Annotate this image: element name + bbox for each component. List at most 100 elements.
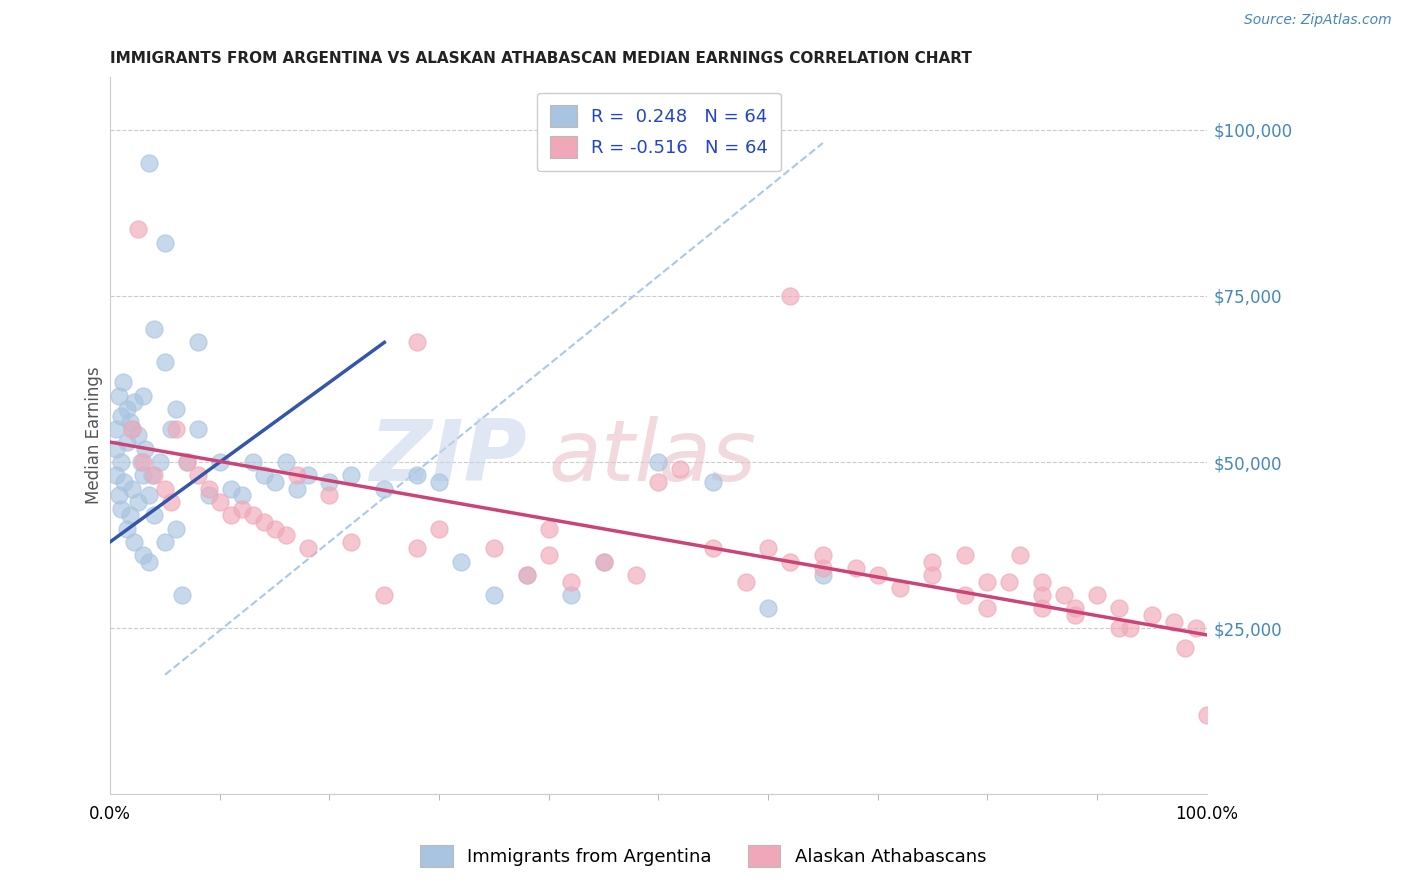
Point (274, 455, 297, 469)
Point (159, 495, 181, 509)
Point (1031, 601, 1053, 615)
Text: ZIP: ZIP (370, 416, 527, 499)
Point (219, 482, 242, 496)
Point (127, 222, 149, 236)
Point (153, 482, 176, 496)
Point (104, 468, 127, 483)
Point (318, 488, 340, 502)
Point (132, 388, 155, 402)
Point (274, 528, 297, 542)
Point (153, 235, 176, 250)
Point (138, 488, 160, 502)
Text: IMMIGRANTS FROM ARGENTINA VS ALASKAN ATHABASCAN MEDIAN EARNINGS CORRELATION CHAR: IMMIGRANTS FROM ARGENTINA VS ALASKAN ATH… (110, 51, 972, 66)
Point (811, 568, 834, 582)
Point (242, 508, 264, 523)
Point (124, 395, 146, 409)
Point (626, 568, 648, 582)
Point (976, 601, 998, 615)
Point (537, 548, 560, 562)
Point (340, 534, 363, 549)
Point (108, 388, 131, 402)
Point (231, 501, 253, 516)
Point (253, 468, 276, 483)
Point (187, 422, 209, 436)
Point (811, 548, 834, 562)
Point (187, 335, 209, 350)
Point (560, 574, 582, 589)
Point (198, 488, 221, 502)
Point (516, 568, 538, 582)
Point (482, 588, 505, 602)
Point (427, 475, 450, 489)
Point (208, 455, 231, 469)
Point (127, 428, 149, 442)
Point (231, 488, 253, 502)
Point (955, 548, 977, 562)
Point (285, 468, 308, 483)
Point (110, 501, 132, 516)
Point (537, 522, 560, 536)
Point (104, 422, 127, 436)
Point (1064, 601, 1087, 615)
Point (702, 475, 724, 489)
Point (1163, 615, 1185, 629)
Point (129, 455, 152, 469)
Point (1010, 548, 1032, 562)
Point (198, 482, 221, 496)
Point (127, 495, 149, 509)
Point (516, 568, 538, 582)
Point (779, 555, 801, 569)
Point (735, 574, 758, 589)
Point (110, 455, 132, 469)
Point (138, 555, 160, 569)
Point (406, 335, 429, 350)
Point (263, 475, 285, 489)
Point (1031, 588, 1053, 602)
Point (1174, 641, 1197, 656)
Point (115, 401, 138, 416)
Point (176, 455, 198, 469)
Point (134, 442, 156, 456)
Point (450, 555, 472, 569)
Point (104, 442, 127, 456)
Point (811, 561, 834, 575)
Point (143, 508, 166, 523)
Point (242, 455, 264, 469)
Point (976, 574, 998, 589)
Point (141, 468, 163, 483)
Point (115, 522, 138, 536)
Point (285, 482, 308, 496)
Point (263, 522, 285, 536)
Point (845, 561, 868, 575)
Point (176, 455, 198, 469)
Point (118, 415, 141, 429)
Legend: R =  0.248   N = 64, R = -0.516   N = 64: R = 0.248 N = 64, R = -0.516 N = 64 (537, 93, 780, 171)
Point (756, 601, 779, 615)
Point (921, 555, 943, 569)
Point (779, 289, 801, 303)
Point (1085, 588, 1108, 602)
Point (148, 455, 170, 469)
Point (373, 588, 395, 602)
Point (1119, 621, 1142, 635)
Point (121, 482, 143, 496)
Point (1031, 574, 1053, 589)
Point (153, 355, 176, 369)
Point (427, 522, 450, 536)
Point (121, 422, 143, 436)
Point (253, 515, 276, 529)
Point (318, 475, 340, 489)
Point (165, 522, 187, 536)
Point (998, 574, 1021, 589)
Point (592, 555, 614, 569)
Point (921, 568, 943, 582)
Point (132, 455, 155, 469)
Point (669, 461, 692, 475)
Point (143, 468, 166, 483)
Text: Source: ZipAtlas.com: Source: ZipAtlas.com (1244, 13, 1392, 28)
Point (112, 376, 135, 390)
Point (297, 541, 319, 556)
Point (132, 548, 155, 562)
Point (482, 541, 505, 556)
Point (406, 468, 429, 483)
